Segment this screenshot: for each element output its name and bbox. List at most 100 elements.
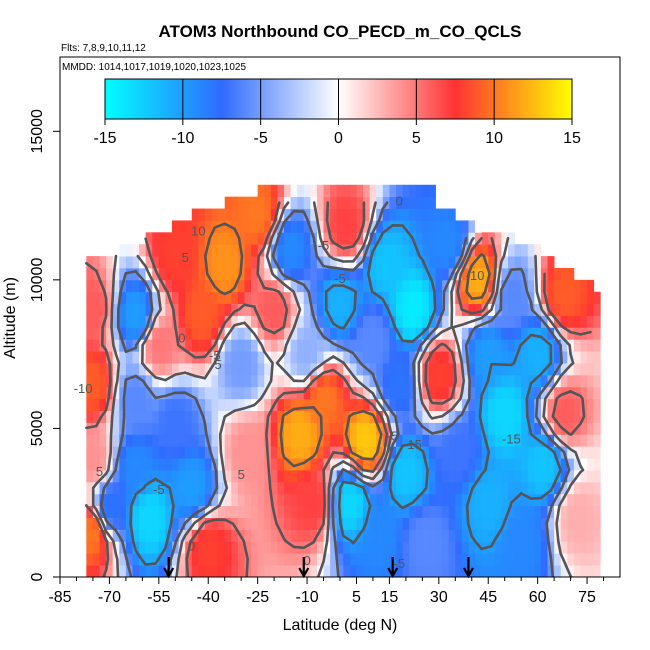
heatmap-cell [316,374,324,388]
heatmap-cell [534,339,542,352]
x-tick-label: 15 [381,589,399,606]
heatmap-cell [336,422,344,435]
heatmap-cell [224,481,232,495]
heatmap-cell [172,517,179,530]
heatmap-cell [106,303,114,316]
heatmap-cell [389,291,397,305]
heatmap-cell [99,315,107,328]
heatmap-cell [119,529,127,542]
heatmap-cell [86,303,94,316]
heatmap-cell [224,351,232,364]
heatmap-cell [547,470,555,483]
heatmap-cell [152,470,160,483]
heatmap-cell [396,410,403,423]
heatmap-cell [396,208,403,221]
heatmap-cell [514,470,522,483]
heatmap-cell [218,481,226,495]
heatmap-cell [356,374,364,388]
heatmap-cell [369,232,377,245]
heatmap-cell [514,493,522,507]
heatmap-cell [198,220,206,233]
heatmap-cell [428,220,436,233]
heatmap-cell [145,410,153,423]
heatmap-cell [224,386,232,400]
heatmap-cell [468,374,476,388]
heatmap-cell [336,184,344,198]
heatmap-cell [527,517,535,530]
heatmap-cell [540,553,548,566]
heatmap-cell [376,517,384,530]
heatmap-cell [284,363,291,376]
heatmap-cell [534,410,542,423]
heatmap-cell [376,470,384,483]
heatmap-cell [422,303,430,316]
heatmap-cell [336,363,344,376]
heatmap-cell [336,232,344,245]
heatmap-cell [264,565,272,577]
heatmap-cell [475,315,483,328]
heatmap-cell [501,481,509,495]
heatmap-cell [152,351,160,364]
heatmap-cell [132,434,140,447]
heatmap-cell [494,374,502,388]
heatmap-cell [106,410,114,423]
heatmap-cell [461,446,469,459]
heatmap-cell [145,351,153,364]
heatmap-cell [152,410,160,423]
heatmap-cell [389,517,397,530]
heatmap-cell [521,244,529,257]
heatmap-cell [494,446,502,459]
heatmap-cell [481,470,489,483]
heatmap-cell [363,410,371,423]
contour-label: -15 [403,437,422,452]
heatmap-cell [369,505,377,518]
heatmap-cell [508,339,515,352]
heatmap-cell [330,434,338,447]
heatmap-cell [376,458,384,471]
heatmap-cell [185,446,193,459]
heatmap-cell [231,208,239,221]
heatmap-cell [560,470,568,483]
heatmap-cell [396,196,403,209]
heatmap-cell [587,541,595,554]
heatmap-cell [139,470,147,483]
heatmap-cell [237,410,245,423]
heatmap-cell [165,541,173,554]
heatmap-cell [508,232,515,245]
heatmap-cell [132,505,140,518]
contour-label: 0 [188,538,195,553]
heatmap-cell [139,517,147,530]
heatmap-cell [277,232,285,245]
contour-label: -5 [334,271,346,286]
heatmap-cell [112,398,120,411]
heatmap-cell [125,422,133,435]
heatmap-cell [172,458,179,471]
heatmap-cell [316,529,324,542]
colorbar-tick-label: 0 [334,130,343,147]
heatmap-cell [534,374,542,388]
heatmap-cell [112,339,120,352]
heatmap-cell [224,196,232,209]
heatmap-cell [158,398,166,411]
heatmap-cell [297,315,305,328]
heatmap-cell [468,553,476,566]
heatmap-cell [310,267,318,281]
heatmap-cell [323,434,331,447]
heatmap-cell [303,386,311,400]
heatmap-cell [297,256,305,269]
heatmap-cell [415,422,423,435]
heatmap-cell [554,279,562,293]
heatmap-cell [86,481,94,495]
heatmap-cell [251,529,259,542]
heatmap-cell [224,422,232,435]
heatmap-cell [396,386,403,400]
heatmap-cell [409,327,417,340]
heatmap-cell [580,363,588,376]
heatmap-cell [349,493,357,507]
heatmap-cell [99,351,107,364]
heatmap-cell [343,291,351,305]
heatmap-cell [488,422,496,435]
heatmap-cell [402,256,410,269]
heatmap-cell [172,267,179,281]
heatmap-cell [270,565,278,577]
